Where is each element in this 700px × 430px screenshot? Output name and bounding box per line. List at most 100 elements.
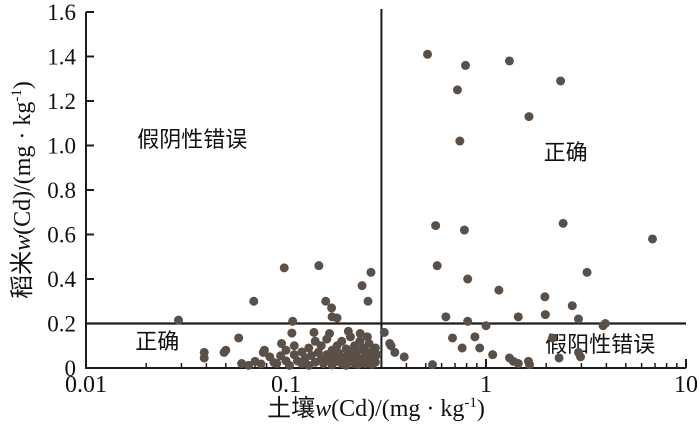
data-point <box>459 225 469 235</box>
data-point <box>556 76 566 86</box>
data-point <box>237 359 247 369</box>
data-point <box>277 339 287 349</box>
x-axis-title: 土壤w(Cd)/(mg · kg-1) <box>206 394 546 424</box>
x-tick-label: 1 <box>480 372 492 398</box>
data-point <box>287 328 297 338</box>
data-point <box>423 49 433 59</box>
y-tick-label: 1.2 <box>47 89 76 114</box>
data-point <box>448 333 458 343</box>
data-point <box>337 336 347 346</box>
data-point <box>309 327 319 337</box>
data-point <box>524 360 534 370</box>
x-axis-title-unit: (Cd)/(mg · kg <box>331 396 465 422</box>
data-point <box>567 301 577 311</box>
data-point <box>281 345 291 355</box>
data-point <box>573 314 583 324</box>
data-point <box>513 359 523 369</box>
data-point <box>540 310 550 320</box>
data-point <box>481 321 491 331</box>
data-point <box>441 312 451 322</box>
y-tick-label: 1.0 <box>47 134 76 159</box>
data-point <box>432 261 442 271</box>
region-label: 假阳性错误 <box>545 332 655 357</box>
y-tick-label: 0.2 <box>47 312 76 337</box>
data-point <box>272 359 282 369</box>
data-point <box>279 263 289 273</box>
data-point <box>461 60 471 70</box>
data-point <box>288 316 298 326</box>
data-point <box>452 85 462 95</box>
data-point <box>547 333 557 343</box>
x-tick-label: 10 <box>674 372 698 398</box>
data-point <box>321 296 331 306</box>
y-tick-label: 0.6 <box>47 223 76 248</box>
data-point <box>173 315 183 325</box>
data-point <box>455 136 465 146</box>
data-point <box>540 292 550 302</box>
data-point <box>598 321 608 331</box>
data-point <box>494 285 504 295</box>
data-point <box>372 350 382 360</box>
data-point <box>324 329 334 339</box>
data-point <box>244 360 254 370</box>
y-axis-title-cn: 稻米 <box>10 250 36 299</box>
data-point <box>366 267 376 277</box>
data-point <box>343 326 353 336</box>
data-point <box>431 221 441 231</box>
data-point <box>390 347 400 357</box>
data-point <box>332 313 342 323</box>
data-point <box>457 343 467 353</box>
data-point <box>289 341 299 351</box>
data-point <box>256 359 266 369</box>
data-point <box>284 360 294 370</box>
y-tick-label: 1.6 <box>47 0 76 25</box>
y-tick-label: 0.8 <box>47 178 76 203</box>
data-point <box>306 351 316 361</box>
y-axis-title-close: ) <box>10 81 36 90</box>
y-axis-title-unit: (Cd)/(mg · kg <box>10 101 36 235</box>
data-point <box>513 312 523 322</box>
data-point <box>370 357 380 367</box>
data-point <box>475 343 485 353</box>
y-tick-label: 0.4 <box>47 267 76 292</box>
y-axis-title-sup: -1 <box>9 89 25 102</box>
data-point <box>524 112 534 122</box>
data-point <box>362 332 372 342</box>
data-point <box>463 274 473 284</box>
data-point <box>558 218 568 228</box>
data-point <box>221 345 231 355</box>
data-point <box>355 329 365 339</box>
x-axis-title-var: w <box>315 396 332 422</box>
region-label: 正确 <box>544 140 588 165</box>
data-point <box>463 316 473 326</box>
data-point <box>355 336 365 346</box>
data-point <box>357 281 367 291</box>
data-point <box>259 345 269 355</box>
y-axis-title: 稻米w(Cd)/(mg · kg-1) <box>8 30 40 350</box>
x-tick-label: 0.1 <box>271 372 301 398</box>
data-point <box>386 341 396 351</box>
y-tick-label: 0 <box>65 356 77 381</box>
data-point <box>488 350 498 360</box>
y-tick-label: 1.4 <box>47 45 76 70</box>
data-point <box>379 327 389 337</box>
data-point <box>199 353 209 363</box>
data-point <box>316 341 326 351</box>
y-axis-title-var: w <box>10 234 36 251</box>
x-axis-title-cn: 土壤 <box>267 396 316 422</box>
x-tick-label: 0.01 <box>65 372 107 398</box>
region-label: 假阴性错误 <box>137 127 247 152</box>
data-point <box>582 267 592 277</box>
data-point <box>314 261 324 271</box>
data-point <box>327 303 337 313</box>
data-point <box>576 352 586 362</box>
data-point <box>234 333 244 343</box>
data-point <box>554 353 564 363</box>
data-point <box>399 352 409 362</box>
data-point <box>363 296 373 306</box>
region-label: 正确 <box>135 329 179 354</box>
data-point <box>470 332 480 342</box>
x-axis-title-close: ) <box>476 396 485 422</box>
